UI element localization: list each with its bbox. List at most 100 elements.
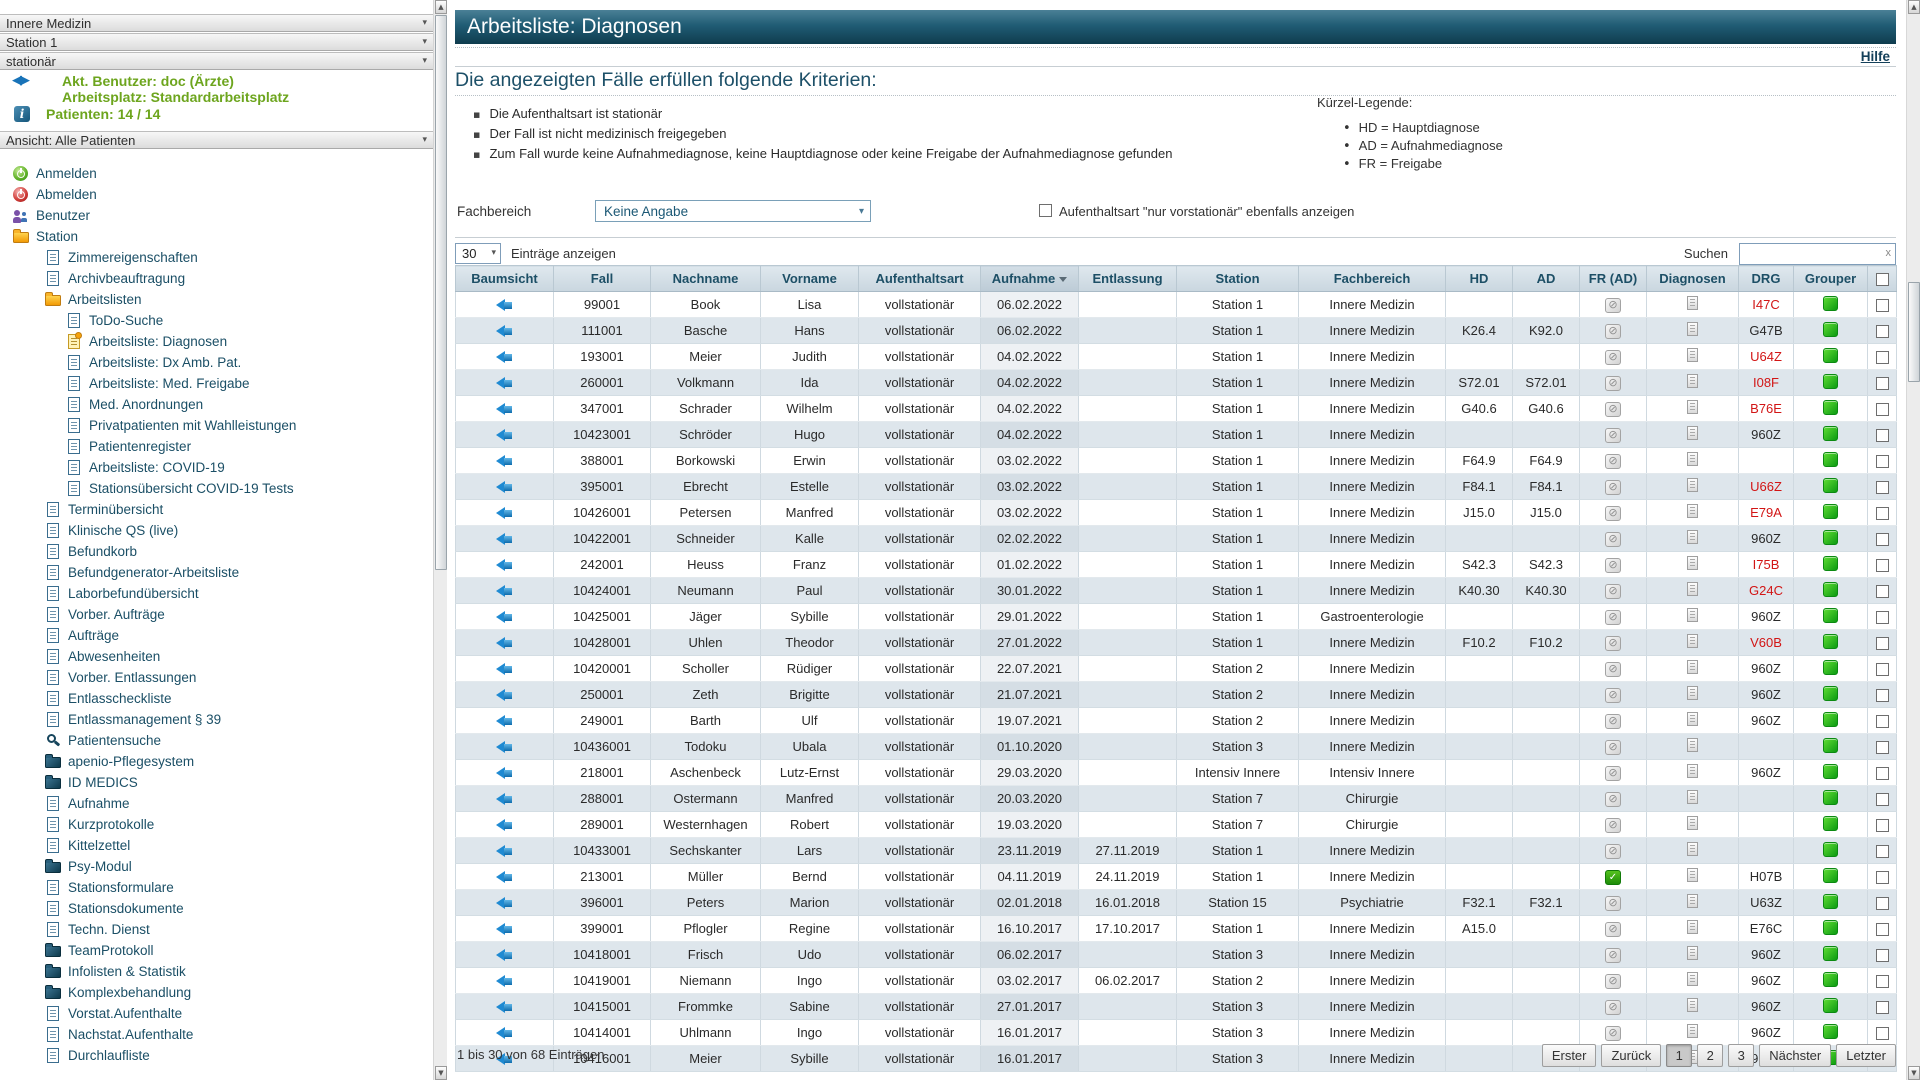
diagnosen-document-icon[interactable] bbox=[1687, 790, 1698, 804]
scroll-up-icon[interactable]: ▲ bbox=[435, 0, 447, 14]
grouper-status-icon[interactable] bbox=[1823, 789, 1838, 805]
diagnosen-document-icon[interactable] bbox=[1687, 348, 1698, 362]
grouper-status-icon[interactable] bbox=[1823, 373, 1838, 389]
search-clear-button[interactable]: x bbox=[1885, 247, 1892, 259]
row-checkbox[interactable] bbox=[1875, 481, 1889, 495]
grouper-status-icon[interactable] bbox=[1823, 971, 1838, 987]
diagnosen-document-icon[interactable] bbox=[1687, 712, 1698, 726]
row-checkbox[interactable] bbox=[1875, 299, 1889, 313]
grouper-status-icon[interactable] bbox=[1823, 867, 1838, 883]
diagnosen-document-icon[interactable] bbox=[1687, 426, 1698, 440]
row-checkbox[interactable] bbox=[1875, 507, 1889, 521]
pagination-n-chster[interactable]: Nächster bbox=[1759, 1044, 1832, 1067]
freigabe-stamp-icon[interactable] bbox=[1605, 584, 1621, 599]
help-link[interactable]: Hilfe bbox=[1860, 49, 1890, 64]
tree-view-icon[interactable] bbox=[496, 403, 513, 416]
freigabe-checked-icon[interactable] bbox=[1605, 870, 1621, 885]
station-select[interactable]: Station 1 ▾ bbox=[0, 33, 433, 51]
row-checkbox[interactable] bbox=[1875, 429, 1889, 443]
diagnosen-document-icon[interactable] bbox=[1687, 868, 1698, 882]
sidebar-item-vorstat-aufenthalte[interactable]: Vorstat.Aufenthalte bbox=[0, 1003, 433, 1024]
select-all-checkbox[interactable] bbox=[1875, 273, 1889, 287]
tree-view-icon[interactable] bbox=[496, 377, 513, 390]
sidebar-item-vorber-entlassungen[interactable]: Vorber. Entlassungen bbox=[0, 667, 433, 688]
column-header-station[interactable]: Station bbox=[1176, 265, 1299, 292]
row-checkbox[interactable] bbox=[1875, 715, 1889, 729]
grouper-status-icon[interactable] bbox=[1823, 477, 1838, 493]
sidebar-item-abwesenheiten[interactable]: Abwesenheiten bbox=[0, 646, 433, 667]
row-checkbox[interactable] bbox=[1875, 923, 1889, 937]
row-checkbox[interactable] bbox=[1875, 793, 1889, 807]
tree-view-icon[interactable] bbox=[496, 897, 513, 910]
freigabe-stamp-icon[interactable] bbox=[1605, 714, 1621, 729]
sidebar-item-station[interactable]: Station bbox=[0, 226, 433, 247]
page-button-2[interactable]: 2 bbox=[1697, 1044, 1724, 1067]
tree-view-icon[interactable] bbox=[496, 663, 513, 676]
tree-view-icon[interactable] bbox=[496, 923, 513, 936]
row-checkbox[interactable] bbox=[1875, 377, 1889, 391]
diagnosen-document-icon[interactable] bbox=[1687, 816, 1698, 830]
sidebar-item-stationsformulare[interactable]: Stationsformulare bbox=[0, 877, 433, 898]
sidebar-item-befundgenerator-arbeitsliste[interactable]: Befundgenerator-Arbeitsliste bbox=[0, 562, 433, 583]
freigabe-stamp-icon[interactable] bbox=[1605, 454, 1621, 469]
sidebar-item-apenio-pflegesystem[interactable]: apenio-Pflegesystem bbox=[0, 751, 433, 772]
grouper-status-icon[interactable] bbox=[1823, 581, 1838, 597]
column-header-select[interactable] bbox=[1867, 265, 1897, 292]
tree-view-icon[interactable] bbox=[496, 533, 513, 546]
grouper-status-icon[interactable] bbox=[1823, 685, 1838, 701]
freigabe-stamp-icon[interactable] bbox=[1605, 688, 1621, 703]
sidebar-item-teamprotokoll[interactable]: TeamProtokoll bbox=[0, 940, 433, 961]
column-header-hd[interactable]: HD bbox=[1445, 265, 1513, 292]
diagnosen-document-icon[interactable] bbox=[1687, 530, 1698, 544]
column-header-ad[interactable]: AD bbox=[1512, 265, 1580, 292]
freigabe-stamp-icon[interactable] bbox=[1605, 506, 1621, 521]
pagination-zur-ck[interactable]: Zurück bbox=[1601, 1044, 1662, 1067]
diagnosen-document-icon[interactable] bbox=[1687, 452, 1698, 466]
pagination-erster[interactable]: Erster bbox=[1541, 1044, 1597, 1067]
page-size-select[interactable]: 30 ▾ bbox=[455, 243, 501, 264]
column-header-fr-ad[interactable]: FR (AD) bbox=[1579, 265, 1647, 292]
freigabe-stamp-icon[interactable] bbox=[1605, 636, 1621, 651]
diagnosen-document-icon[interactable] bbox=[1687, 634, 1698, 648]
freigabe-stamp-icon[interactable] bbox=[1605, 896, 1621, 911]
grouper-status-icon[interactable] bbox=[1823, 945, 1838, 961]
row-checkbox[interactable] bbox=[1875, 819, 1889, 833]
main-scrollbar[interactable]: ▲ ▼ bbox=[1906, 0, 1920, 1080]
tree-view-icon[interactable] bbox=[496, 559, 513, 572]
diagnosen-document-icon[interactable] bbox=[1687, 764, 1698, 778]
grouper-status-icon[interactable] bbox=[1823, 1023, 1838, 1039]
row-checkbox[interactable] bbox=[1875, 897, 1889, 911]
search-input[interactable]: x bbox=[1739, 243, 1896, 265]
sidebar-item-abmelden[interactable]: Abmelden bbox=[0, 184, 433, 205]
sidebar-item-auftr-ge[interactable]: Aufträge bbox=[0, 625, 433, 646]
sidebar-item-entlasscheckliste[interactable]: Entlasscheckliste bbox=[0, 688, 433, 709]
row-checkbox[interactable] bbox=[1875, 1001, 1889, 1015]
diagnosen-document-icon[interactable] bbox=[1687, 1024, 1698, 1038]
freigabe-stamp-icon[interactable] bbox=[1605, 1000, 1621, 1015]
grouper-status-icon[interactable] bbox=[1823, 295, 1838, 311]
freigabe-stamp-icon[interactable] bbox=[1605, 298, 1621, 313]
grouper-status-icon[interactable] bbox=[1823, 503, 1838, 519]
freigabe-stamp-icon[interactable] bbox=[1605, 740, 1621, 755]
grouper-status-icon[interactable] bbox=[1823, 711, 1838, 727]
diagnosen-document-icon[interactable] bbox=[1687, 972, 1698, 986]
row-checkbox[interactable] bbox=[1875, 403, 1889, 417]
sidebar-item-kurzprotokolle[interactable]: Kurzprotokolle bbox=[0, 814, 433, 835]
sidebar-item-patientensuche[interactable]: Patientensuche bbox=[0, 730, 433, 751]
fachbereich-select[interactable]: Keine Angabe ▾ bbox=[595, 200, 871, 222]
column-header-drg[interactable]: DRG bbox=[1738, 265, 1794, 292]
grouper-status-icon[interactable] bbox=[1823, 997, 1838, 1013]
grouper-status-icon[interactable] bbox=[1823, 529, 1838, 545]
tree-view-icon[interactable] bbox=[496, 689, 513, 702]
tree-view-icon[interactable] bbox=[496, 949, 513, 962]
tree-view-icon[interactable] bbox=[496, 481, 513, 494]
grouper-status-icon[interactable] bbox=[1823, 763, 1838, 779]
tree-view-icon[interactable] bbox=[496, 975, 513, 988]
sidebar-item-klinische-qs-live[interactable]: Klinische QS (live) bbox=[0, 520, 433, 541]
sidebar-item-todo-suche[interactable]: ToDo-Suche bbox=[0, 310, 433, 331]
diagnosen-document-icon[interactable] bbox=[1687, 946, 1698, 960]
row-checkbox[interactable] bbox=[1875, 637, 1889, 651]
tree-view-icon[interactable] bbox=[496, 507, 513, 520]
diagnosen-document-icon[interactable] bbox=[1687, 738, 1698, 752]
tree-view-icon[interactable] bbox=[496, 871, 513, 884]
